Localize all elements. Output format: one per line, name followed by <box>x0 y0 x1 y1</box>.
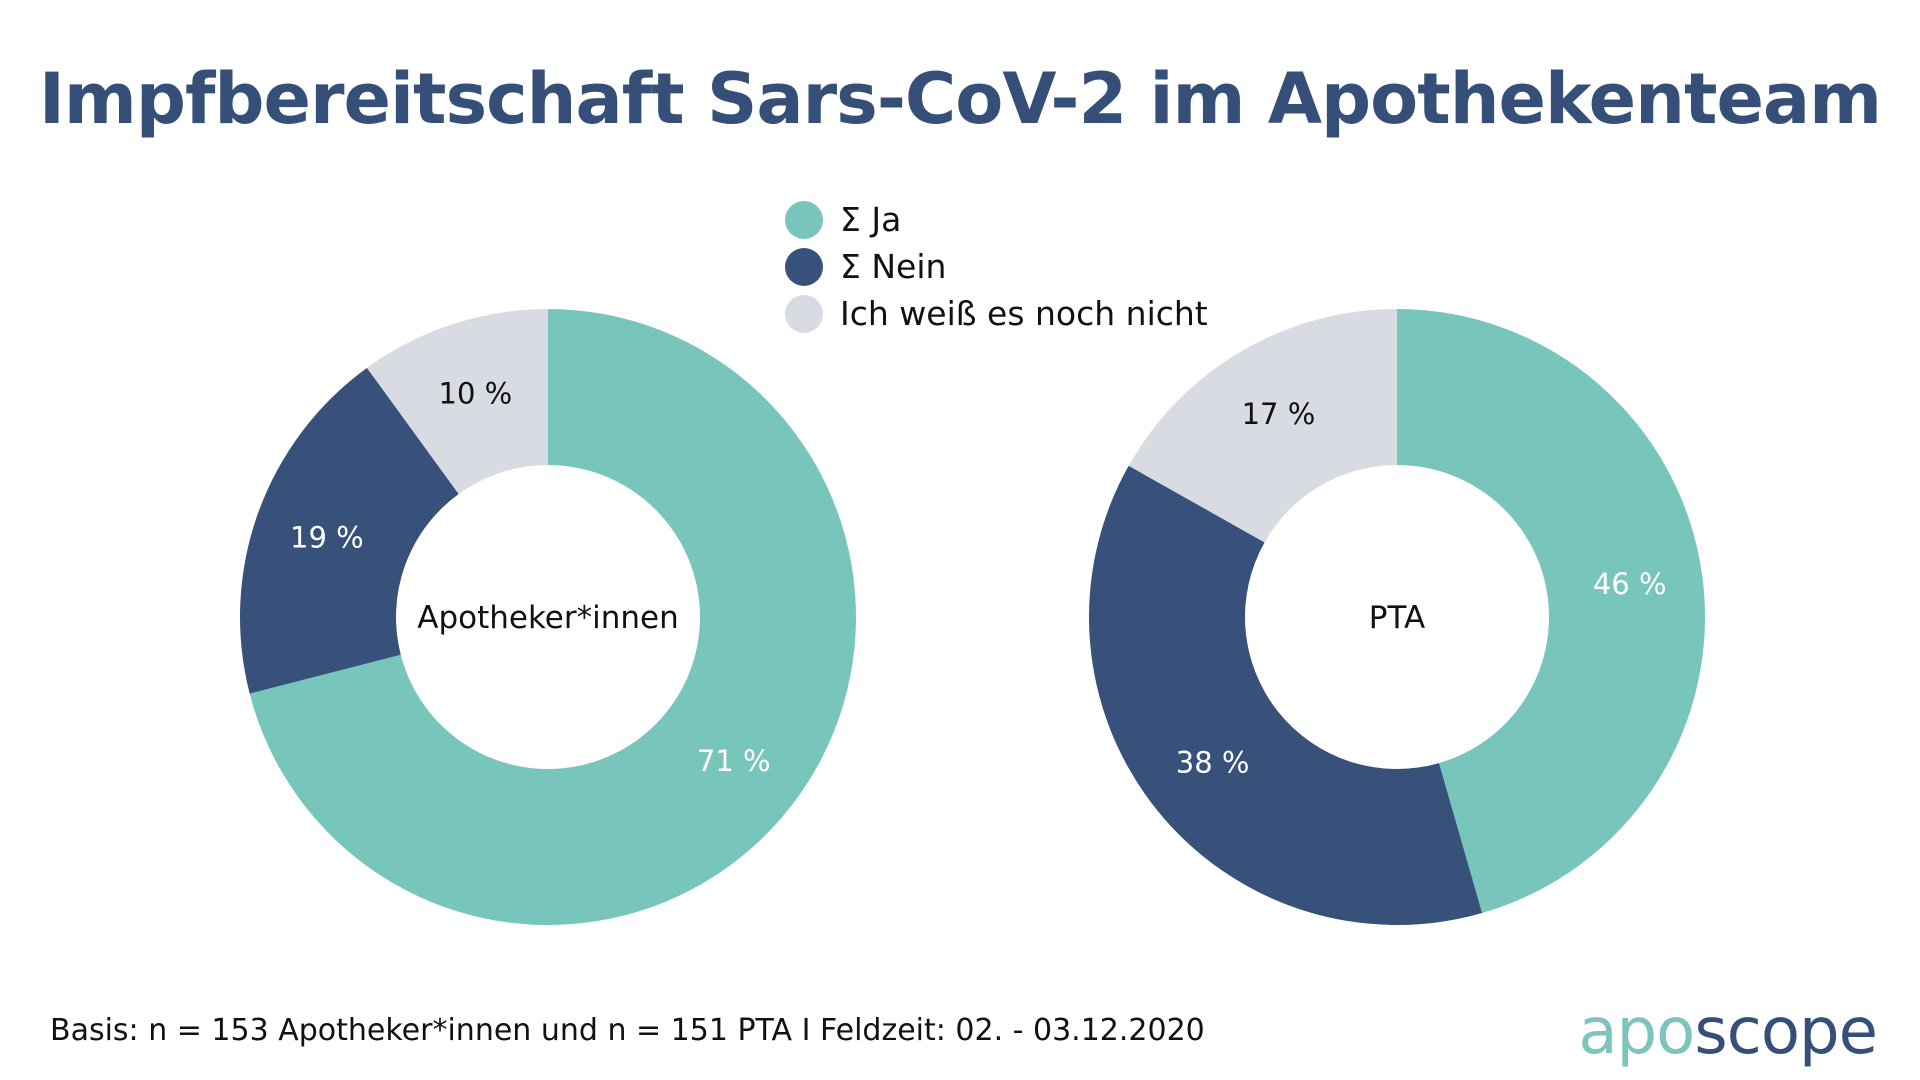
slice-label-pta-0: 46 % <box>1593 567 1667 601</box>
legend-item-nein: Σ Nein <box>785 243 1208 290</box>
slice-pta-0 <box>1397 309 1705 914</box>
slice-pta-2 <box>1128 309 1397 543</box>
legend-item-ja: Σ Ja <box>785 196 1208 243</box>
center-label-pta: PTA <box>1369 600 1425 636</box>
center-label-apotheker: Apotheker*innen <box>417 600 679 636</box>
slice-apotheker-1 <box>240 367 459 694</box>
donut-chart-pta: 46 % 38 % 17 % PTA <box>1089 309 1705 925</box>
aposcope-logo: aposcope <box>1578 995 1878 1069</box>
slice-pta-1 <box>1089 465 1483 925</box>
legend-label-unsure: Ich weiß es noch nicht <box>840 294 1208 333</box>
logo-part-apo: apo <box>1578 995 1695 1069</box>
legend-label-ja: Σ Ja <box>840 200 902 239</box>
slice-apotheker-2 <box>366 309 548 495</box>
legend-item-unsure: Ich weiß es noch nicht <box>785 290 1208 337</box>
legend-swatch-nein <box>785 247 823 286</box>
slice-label-pta-2: 17 % <box>1242 397 1316 431</box>
legend-swatch-unsure <box>785 294 823 333</box>
slice-label-apotheker-0: 71 % <box>697 744 771 778</box>
legend: Σ Ja Σ Nein Ich weiß es noch nicht <box>785 196 1208 337</box>
slice-apotheker-0 <box>249 309 856 925</box>
logo-part-scope: scope <box>1694 995 1878 1069</box>
legend-label-nein: Σ Nein <box>840 247 947 286</box>
chart-title: Impfbereitschaft Sars-CoV-2 im Apotheken… <box>38 58 1882 140</box>
slice-label-apotheker-2: 10 % <box>439 377 513 411</box>
footer-note: Basis: n = 153 Apotheker*innen und n = 1… <box>50 1013 1205 1048</box>
legend-swatch-ja <box>785 200 823 239</box>
slice-label-apotheker-1: 19 % <box>290 520 364 554</box>
donut-chart-apotheker: 71 % 19 % 10 % Apotheker*innen <box>240 309 856 925</box>
slice-label-pta-1: 38 % <box>1176 746 1250 780</box>
